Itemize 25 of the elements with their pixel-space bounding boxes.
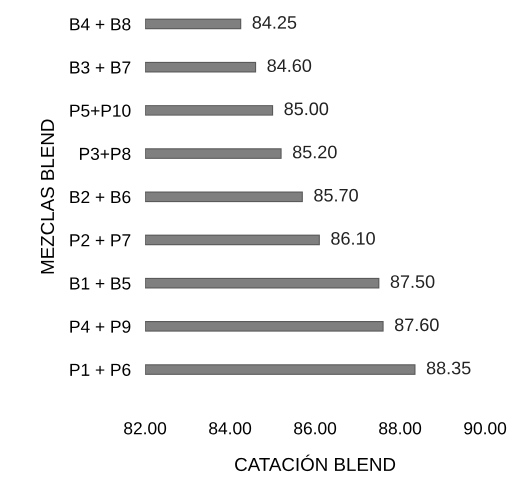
x-tick-label: 86.00 — [294, 422, 336, 434]
data-label: 86.10 — [331, 232, 375, 245]
y-tick-label: P3+P8 — [80, 148, 130, 160]
x-tick-label: 90.00 — [464, 422, 506, 434]
y-tick-label: B2 + B6 — [70, 190, 130, 204]
data-label: 85.20 — [292, 146, 337, 158]
x-tick-label: 88.00 — [379, 422, 422, 434]
x-tick-label: 82.00 — [124, 422, 166, 434]
y-tick-label: P1 + P6 — [70, 364, 130, 376]
y-tick-label: B1 + B5 — [70, 278, 130, 290]
data-label: 88.35 — [426, 362, 470, 374]
data-label: 84.25 — [252, 16, 296, 29]
y-tick-label: B4 + B8 — [70, 18, 130, 30]
y-tick-label: P5+P10 — [70, 104, 130, 117]
data-label: 84.60 — [267, 59, 312, 72]
y-tick-label: P4 + P9 — [70, 320, 130, 333]
data-label: 85.70 — [314, 188, 358, 202]
data-label: 87.50 — [390, 275, 434, 288]
y-tick-label: P2 + P7 — [70, 234, 130, 246]
x-axis-title: CATACIÓN BLEND — [235, 454, 396, 472]
y-tick-label: B3 + B7 — [70, 61, 130, 74]
x-tick-label: 84.00 — [209, 422, 252, 434]
y-axis-title: MEZCLAS BLEND — [40, 120, 54, 274]
data-label: 87.60 — [394, 318, 439, 332]
data-label: 85.00 — [284, 102, 328, 116]
